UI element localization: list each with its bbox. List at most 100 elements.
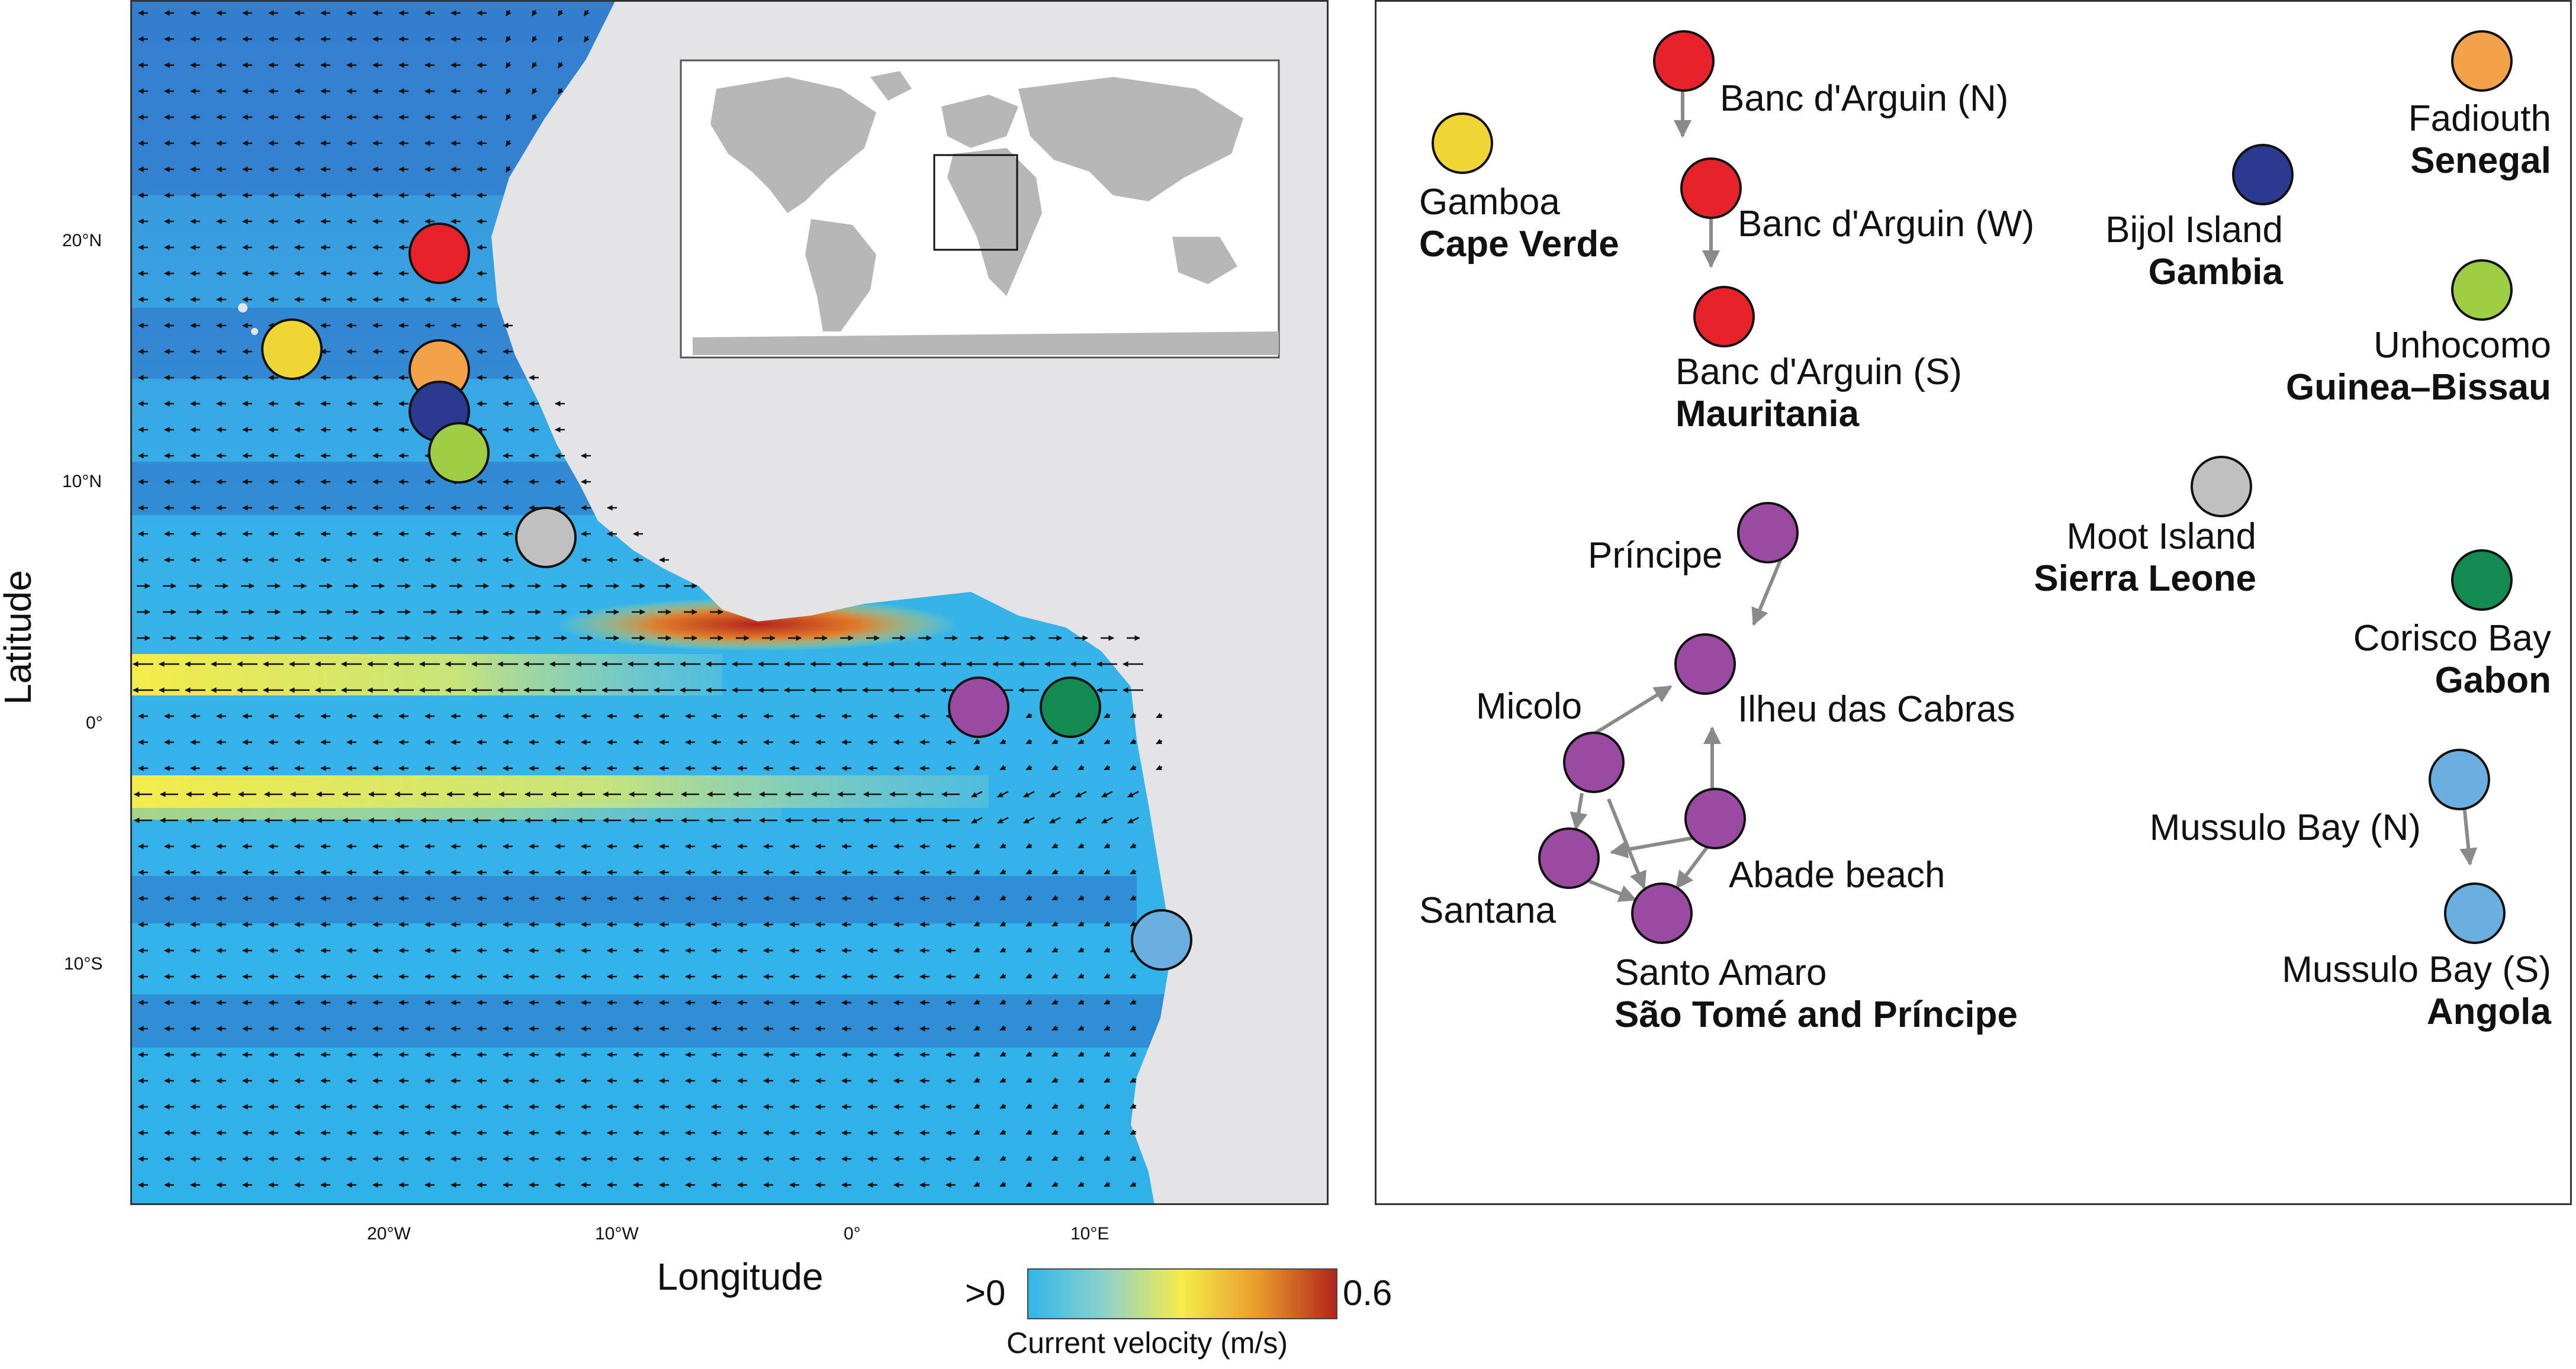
current-arrow [1025,765,1033,771]
current-arrow [999,739,1006,745]
current-arrow [1023,791,1035,798]
current-arrow [1101,791,1113,798]
current-arrow [1104,1077,1111,1083]
current-arrow [557,88,564,95]
current-arrow [531,36,538,43]
current-arrow [1051,1051,1059,1057]
marker-corisco [1040,677,1101,738]
node-bijol [2232,144,2294,205]
node-santo-amaro [1631,882,1693,944]
edge [1570,793,1588,830]
equatorial-jets [130,598,989,820]
current-arrow [1078,869,1085,875]
current-arrow [999,1129,1006,1135]
current-arrow [973,973,980,979]
current-arrow [1130,1103,1137,1109]
current-arrow [1104,765,1111,771]
current-arrow [1025,1077,1033,1083]
inset-world-map [680,59,1280,359]
label-santo-amaro: Santo Amaro São Tomé and Príncipe [1615,952,2018,1036]
site-name: Santo Amaro [1615,952,1827,993]
current-arrow [1078,973,1085,979]
current-arrow [999,921,1006,927]
current-arrow [1078,765,1085,771]
node-banc-darguin-s [1693,286,1755,347]
current-arrow [1130,999,1137,1005]
current-arrow [971,817,983,824]
lat-tick: 0° [86,713,103,733]
edge [1607,798,1646,890]
node-corisco [2451,549,2513,611]
country-name: Gambia [2148,252,2283,293]
current-arrow [1051,765,1059,771]
current-arrow [557,62,564,69]
country-name: Mauritania [1675,394,1860,435]
current-arrow [999,1181,1006,1187]
cape-verde-island [238,303,247,313]
current-arrow [1127,817,1139,824]
current-arrow [999,765,1006,771]
node-moot [2191,456,2252,517]
current-arrow [1025,869,1033,875]
current-arrow [1075,817,1087,824]
lat-tick: 20°N [62,231,102,250]
current-arrow [1130,765,1137,771]
site-name: Moot Island [2066,516,2256,557]
current-arrow [1130,1025,1137,1031]
current-arrow [1051,1155,1059,1161]
current-arrow [1130,1051,1137,1057]
current-arrow [583,9,590,17]
site-name: Bijol Island [2105,210,2283,250]
current-arrow [973,1025,980,1031]
current-arrow [1104,843,1111,849]
map-frame [130,0,1329,1205]
current-arrow [973,765,980,771]
current-arrow [1156,765,1163,771]
edge [1593,685,1673,736]
country-name: Gabon [2435,660,2551,701]
current-velocity-map [130,0,1329,1205]
current-arrow [999,1025,1006,1031]
label-santana: Santana [1419,890,1556,931]
country-name: Angola [2426,991,2551,1033]
current-arrow [1078,739,1085,745]
current-arrow [1104,1129,1111,1135]
current-arrow [1025,1025,1033,1031]
node-principe [1737,502,1799,563]
current-arrow [973,1051,980,1057]
current-arrow [999,1155,1006,1161]
current-arrow [973,869,980,875]
node-santana [1538,827,1600,889]
y-axis-label: Latitude [0,570,39,705]
current-arrow [531,88,538,95]
current-arrow [1104,1181,1111,1187]
current-arrow [1051,1025,1059,1031]
current-arrow [1078,947,1085,953]
current-arrow [1104,1025,1111,1031]
marker-sao-tome [948,677,1009,738]
current-arrow [505,36,512,43]
current-arrow [1051,947,1059,953]
country-name: São Tomé and Príncipe [1615,994,2018,1036]
lon-tick: 10°E [1070,1224,1109,1244]
current-arrow [973,1103,980,1109]
label-mussulo-s: Mussulo Bay (S) Angola [2282,949,2551,1033]
current-arrow [1130,843,1137,849]
current-arrow [1078,1025,1085,1031]
current-arrow [557,9,564,17]
node-micolo [1563,732,1625,793]
current-arrow [1025,999,1033,1005]
current-arrow [1051,973,1059,979]
lon-tick: 10°W [595,1224,639,1244]
lon-tick: 20°W [367,1224,411,1244]
current-arrow [1156,713,1163,719]
current-arrow [505,88,512,95]
country-name: Guinea–Bissau [2286,367,2551,408]
map-panel [130,0,1329,1205]
site-name: Banc d'Arguin (S) [1675,352,1962,392]
label-bijol: Bijol Island Gambia [2105,209,2283,294]
current-arrow [997,817,1009,824]
current-arrow [583,36,590,43]
label-micolo: Micolo [1476,686,1583,727]
network-panel: Banc d'Arguin (N) Banc d'Arguin (W) Banc… [1375,0,2572,1205]
